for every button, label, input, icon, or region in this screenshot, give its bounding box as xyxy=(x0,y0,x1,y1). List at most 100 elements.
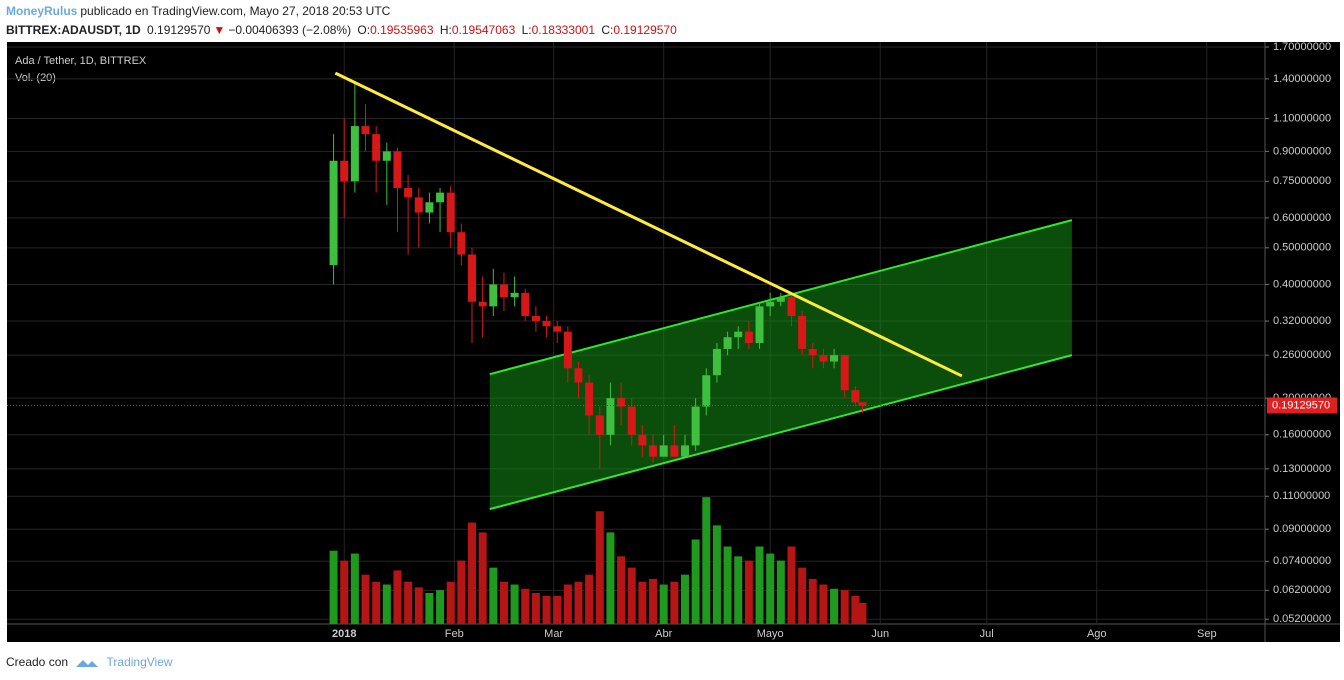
candle-body xyxy=(553,326,562,332)
candle-body xyxy=(521,292,530,317)
candle-body xyxy=(361,126,370,135)
volume-bar xyxy=(858,602,867,624)
low: 0.18333001 xyxy=(531,23,596,37)
volume-bar xyxy=(329,550,338,624)
candle-body xyxy=(787,297,796,317)
candle-body xyxy=(340,160,349,182)
candle-body xyxy=(574,368,583,383)
x-tick-label: Mar xyxy=(544,628,563,640)
candle-body xyxy=(798,316,807,349)
x-tick-label: 2018 xyxy=(332,628,356,640)
volume-bar xyxy=(468,522,476,624)
y-tick-label: 0.26000000 xyxy=(1273,349,1331,361)
close: 0.19129570 xyxy=(613,23,677,37)
volume-bar xyxy=(542,595,551,624)
candle-body xyxy=(808,348,817,356)
candle-body xyxy=(680,445,689,457)
header-line-2: BITTREX:ADAUSDT, 1D 0.19129570 ▼ −0.004063… xyxy=(6,23,680,37)
candle-body xyxy=(617,398,626,407)
candle-body xyxy=(649,445,658,457)
logo xyxy=(76,659,99,667)
candle-body xyxy=(542,321,551,327)
volume-bar xyxy=(840,590,849,624)
volume-bar xyxy=(830,588,839,624)
candle-body xyxy=(723,337,732,349)
volume-bar xyxy=(553,595,562,624)
volume-bar xyxy=(478,532,487,624)
header-line-1: MoneyRulus publicado en TradingView.com, … xyxy=(6,4,393,18)
candle-body xyxy=(606,398,615,435)
volume-bar xyxy=(766,553,775,624)
y-tick-label: 0.90000000 xyxy=(1273,145,1331,157)
candle-body xyxy=(425,202,434,213)
volume-bar xyxy=(606,532,615,624)
candle-body xyxy=(830,355,839,362)
h-label: H: xyxy=(439,23,452,37)
volume-bar xyxy=(627,567,636,624)
channel-fill xyxy=(489,220,1072,510)
volume-bar xyxy=(798,567,807,624)
l-label: L: xyxy=(521,23,532,37)
candle-body xyxy=(659,445,668,457)
volume-bar xyxy=(808,578,817,624)
volume-bar xyxy=(691,539,700,624)
volume-bar xyxy=(638,581,647,624)
volume-bar xyxy=(723,546,732,624)
volume-bar xyxy=(563,584,572,624)
y-tick-label: 0.32000000 xyxy=(1273,315,1331,327)
trendline xyxy=(334,71,963,378)
candle-body xyxy=(840,355,849,391)
candle-body xyxy=(755,306,764,343)
c-label: C: xyxy=(601,23,614,37)
volume-bar xyxy=(457,560,466,624)
volume-bar xyxy=(425,593,434,624)
x-tick-label: Sep xyxy=(1197,628,1217,640)
x-tick-label: Jun xyxy=(871,628,889,640)
chart: Ada / Tether, 1D, BITTREX Vol. (20) 2018… xyxy=(7,41,1340,642)
x-tick-label: Mayo xyxy=(757,628,784,640)
volume-bar xyxy=(670,581,679,624)
candle-body xyxy=(478,301,487,307)
candle-body xyxy=(393,151,402,189)
high: 0.19547063 xyxy=(451,23,516,37)
y-tick-label: 0.07400000 xyxy=(1273,555,1331,567)
candle-body xyxy=(382,151,391,161)
volume-bar xyxy=(404,581,413,624)
published: publicado en TradingView.com, Mayo 27, 2… xyxy=(80,4,391,18)
author[interactable]: MoneyRulus xyxy=(6,4,78,18)
volume-bar xyxy=(819,584,828,624)
last: 0.19129570 xyxy=(147,23,211,37)
candle-body xyxy=(446,192,455,233)
price-label-box xyxy=(1267,397,1337,414)
candle-body xyxy=(404,188,413,198)
volume-bar xyxy=(382,584,391,624)
y-tick-label: 0.05200000 xyxy=(1273,613,1331,625)
candle-body xyxy=(858,402,867,406)
arrow: ▼ xyxy=(213,23,226,37)
y-tick-label: 0.09000000 xyxy=(1273,523,1331,535)
volume-bar xyxy=(414,587,423,624)
candle-body xyxy=(585,382,594,416)
volume-bar xyxy=(659,584,668,624)
candle-body xyxy=(776,297,785,302)
volume-bar xyxy=(712,525,721,624)
volume-bar xyxy=(680,574,689,624)
y-tick-label: 0.60000000 xyxy=(1273,212,1331,224)
volume-bar xyxy=(734,556,743,624)
x-tick-label: Jul xyxy=(980,628,994,640)
candle-body xyxy=(744,331,753,343)
candle-body xyxy=(372,134,381,161)
brand[interactable]: TradingView xyxy=(106,655,173,669)
price-label: 0.19129570 xyxy=(1272,399,1330,411)
volume-bar xyxy=(744,560,753,624)
y-tick-label: 0.75000000 xyxy=(1273,175,1331,187)
volume-bar xyxy=(649,578,658,624)
candle-body xyxy=(734,331,743,338)
o-label: O: xyxy=(357,23,371,37)
candle-body xyxy=(563,331,572,369)
y-tick-label: 0.11000000 xyxy=(1273,490,1330,502)
candle-body xyxy=(350,126,359,182)
volume-bar xyxy=(617,556,626,624)
volume-bar xyxy=(585,574,594,624)
